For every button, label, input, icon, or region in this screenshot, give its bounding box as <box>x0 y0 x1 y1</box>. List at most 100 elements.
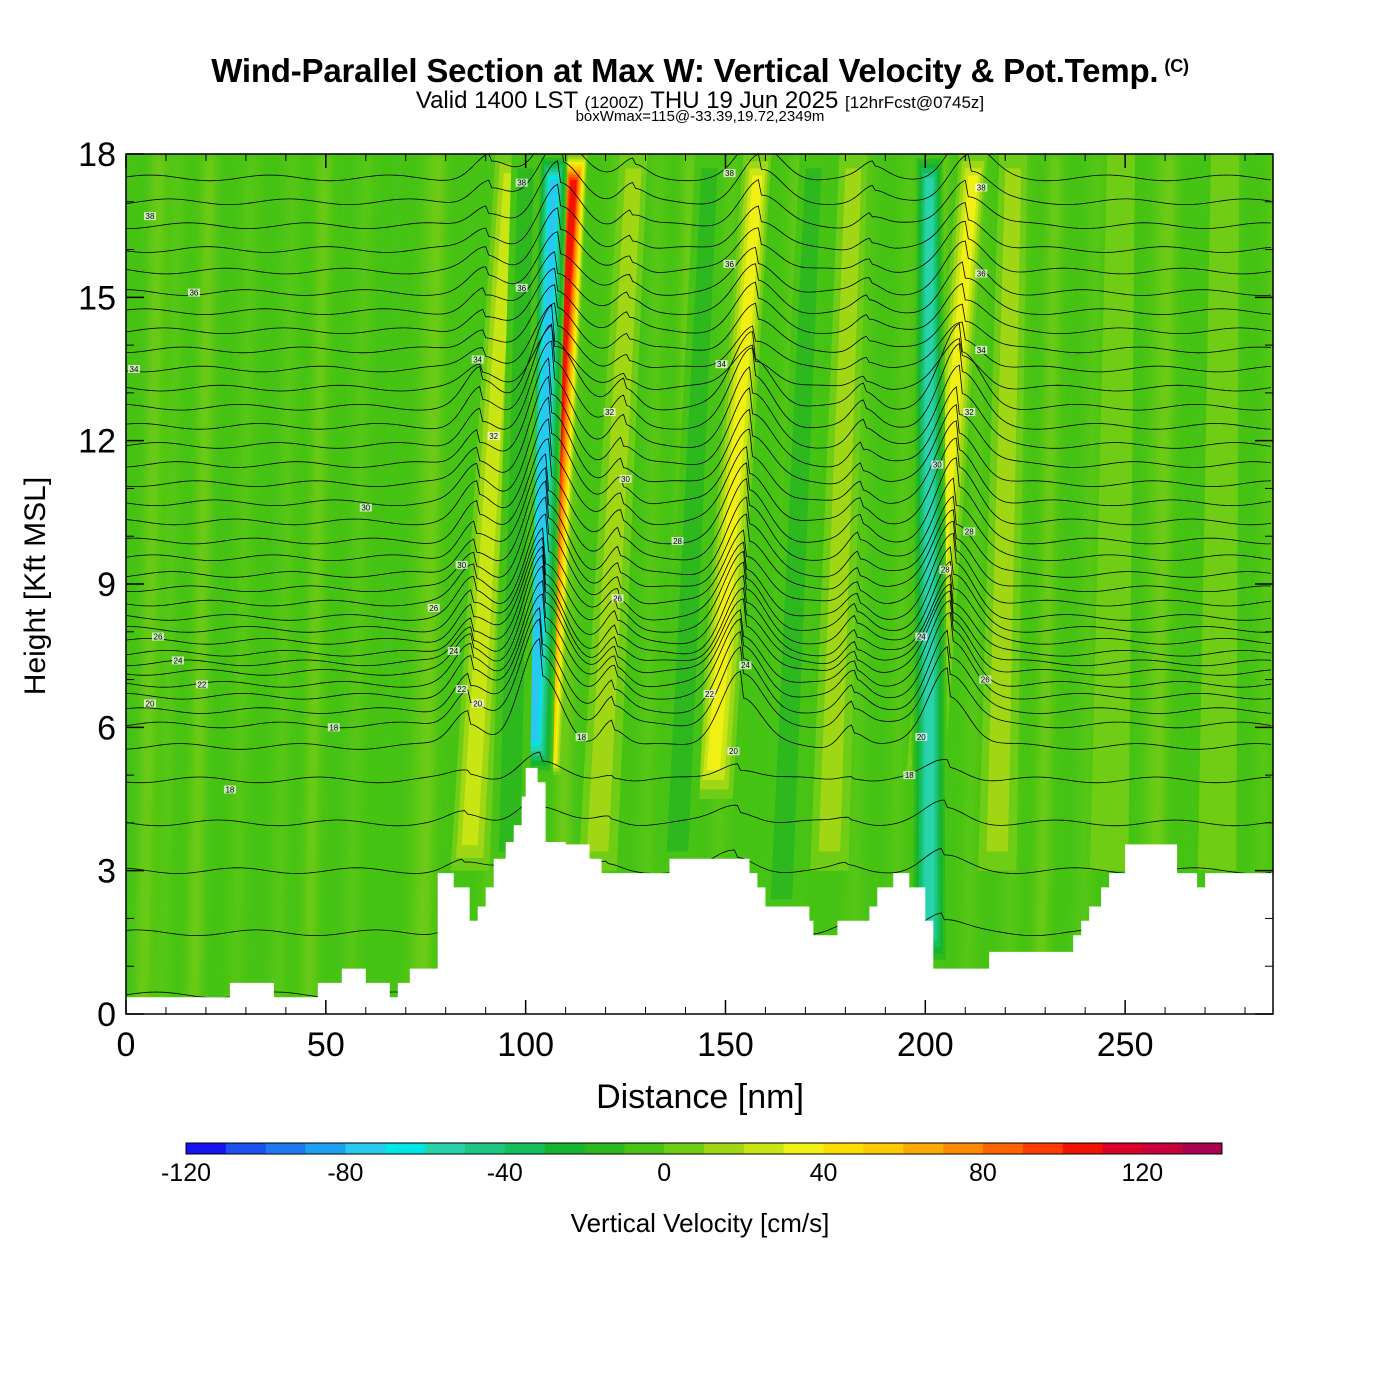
theta-contour <box>126 154 1272 205</box>
contour-label: 28 <box>671 537 684 546</box>
contour-label: 36 <box>187 288 200 298</box>
svg-text:38: 38 <box>977 183 986 192</box>
svg-text:20: 20 <box>146 699 155 708</box>
svg-text:30: 30 <box>457 561 466 570</box>
theta-contour <box>126 284 1272 354</box>
theta-contour <box>126 357 1272 468</box>
theta-contour <box>126 565 1272 676</box>
svg-text:30: 30 <box>621 475 630 484</box>
contour-label: 34 <box>471 355 484 364</box>
contour-label: 38 <box>515 178 528 188</box>
y-tick-label: 18 <box>78 136 116 174</box>
y-tick-label: 0 <box>97 996 116 1034</box>
updraft-plume <box>810 154 868 871</box>
chart-subtitle-box-wmax: boxWmax=115@-33.39,19.72,2349m <box>575 108 825 125</box>
colorbar-swatch <box>504 1143 545 1154</box>
svg-text:18: 18 <box>225 785 234 794</box>
theta-contour <box>126 593 1272 700</box>
contour-label: 34 <box>715 360 728 369</box>
svg-text:36: 36 <box>725 260 734 269</box>
contour-label: 26 <box>979 675 992 685</box>
updraft-plume <box>694 154 772 799</box>
colorbar-swatch <box>265 1143 306 1154</box>
contour-label: 32 <box>603 408 616 417</box>
colorbar-swatch <box>783 1143 824 1154</box>
theta-contour <box>126 527 1272 633</box>
svg-text:20: 20 <box>473 699 482 708</box>
svg-text:22: 22 <box>705 690 714 699</box>
contour-label: 22 <box>195 680 208 689</box>
svg-text:18: 18 <box>905 771 914 780</box>
theta-contour <box>126 324 1272 392</box>
contour-label: 24 <box>447 646 460 656</box>
contour-label: 20 <box>143 699 156 708</box>
theta-contour <box>126 751 1272 784</box>
svg-text:24: 24 <box>449 647 458 656</box>
contour-label: 30 <box>359 503 372 513</box>
colorbar-swatch <box>584 1143 625 1154</box>
contour-label: 26 <box>151 632 164 642</box>
y-axis-label: Height [Kft MSL] <box>19 476 52 696</box>
svg-text:38: 38 <box>725 169 734 178</box>
colorbar-tick-label: -120 <box>161 1159 211 1187</box>
svg-text:24: 24 <box>741 661 750 670</box>
contour-label: 24 <box>915 632 928 642</box>
colorbar-swatch <box>305 1143 346 1154</box>
svg-text:26: 26 <box>981 676 990 685</box>
theta-contour <box>126 302 1272 373</box>
svg-text:24: 24 <box>174 656 183 665</box>
colorbar-swatch <box>1102 1143 1143 1154</box>
x-axis-label: Distance [nm] <box>596 1078 804 1116</box>
theta-contour <box>126 160 1272 229</box>
contour-label: 30 <box>455 560 468 570</box>
theta-contour <box>126 304 1272 411</box>
y-tick-label: 6 <box>97 709 116 747</box>
colorbar-swatch <box>1142 1143 1183 1154</box>
x-tick-label: 100 <box>497 1026 554 1064</box>
y-tick-label: 9 <box>97 566 116 604</box>
colorbar-swatch <box>982 1143 1024 1154</box>
x-tick-label: 200 <box>897 1026 954 1064</box>
contour-label: 38 <box>723 169 736 178</box>
updraft-plume <box>978 154 1028 871</box>
theta-contour <box>126 438 1271 545</box>
colorbar-swatch <box>385 1143 426 1154</box>
svg-text:34: 34 <box>717 360 726 369</box>
theta-contour <box>126 453 1272 561</box>
colorbar-swatch <box>345 1143 386 1154</box>
svg-text:34: 34 <box>130 365 139 374</box>
chart-subtitle: Valid 1400 LST (1200Z) THU 19 Jun 2025 [… <box>415 87 985 114</box>
colorbar-swatch <box>664 1143 705 1154</box>
contour-label: 28 <box>939 565 952 575</box>
colorbar-tick-label: -40 <box>487 1159 523 1187</box>
theta-contour <box>126 546 1272 657</box>
svg-text:28: 28 <box>965 527 974 536</box>
colorbar-swatch <box>464 1143 506 1154</box>
svg-text:18: 18 <box>329 723 338 732</box>
theta-contour <box>126 418 1272 526</box>
theta-contour <box>126 340 1272 449</box>
contour-label: 20 <box>915 732 928 742</box>
colorbar-swatch <box>823 1143 864 1154</box>
theta-contour <box>126 513 1272 621</box>
svg-text:22: 22 <box>197 680 206 689</box>
colorbar-swatch <box>225 1143 266 1154</box>
contour-label: 38 <box>143 212 156 221</box>
colorbar-tick-label: 120 <box>1121 1159 1163 1187</box>
updraft-plume <box>450 154 524 871</box>
y-tick-label: 3 <box>97 853 116 891</box>
contour-label: 20 <box>727 747 740 756</box>
contour-label: 38 <box>975 183 988 192</box>
colorbar-tick-label: 40 <box>810 1159 838 1187</box>
colorbar-swatch <box>544 1143 585 1154</box>
contour-label: 24 <box>171 656 184 665</box>
contour-label: 36 <box>975 269 988 278</box>
y-tick-label: 12 <box>78 423 116 461</box>
contour-label: 32 <box>487 431 500 441</box>
theta-contour <box>126 480 1272 592</box>
contour-label: 34 <box>975 345 988 355</box>
svg-text:22: 22 <box>457 685 466 694</box>
contour-label: 26 <box>611 594 624 603</box>
downdraft-plume <box>910 154 949 967</box>
